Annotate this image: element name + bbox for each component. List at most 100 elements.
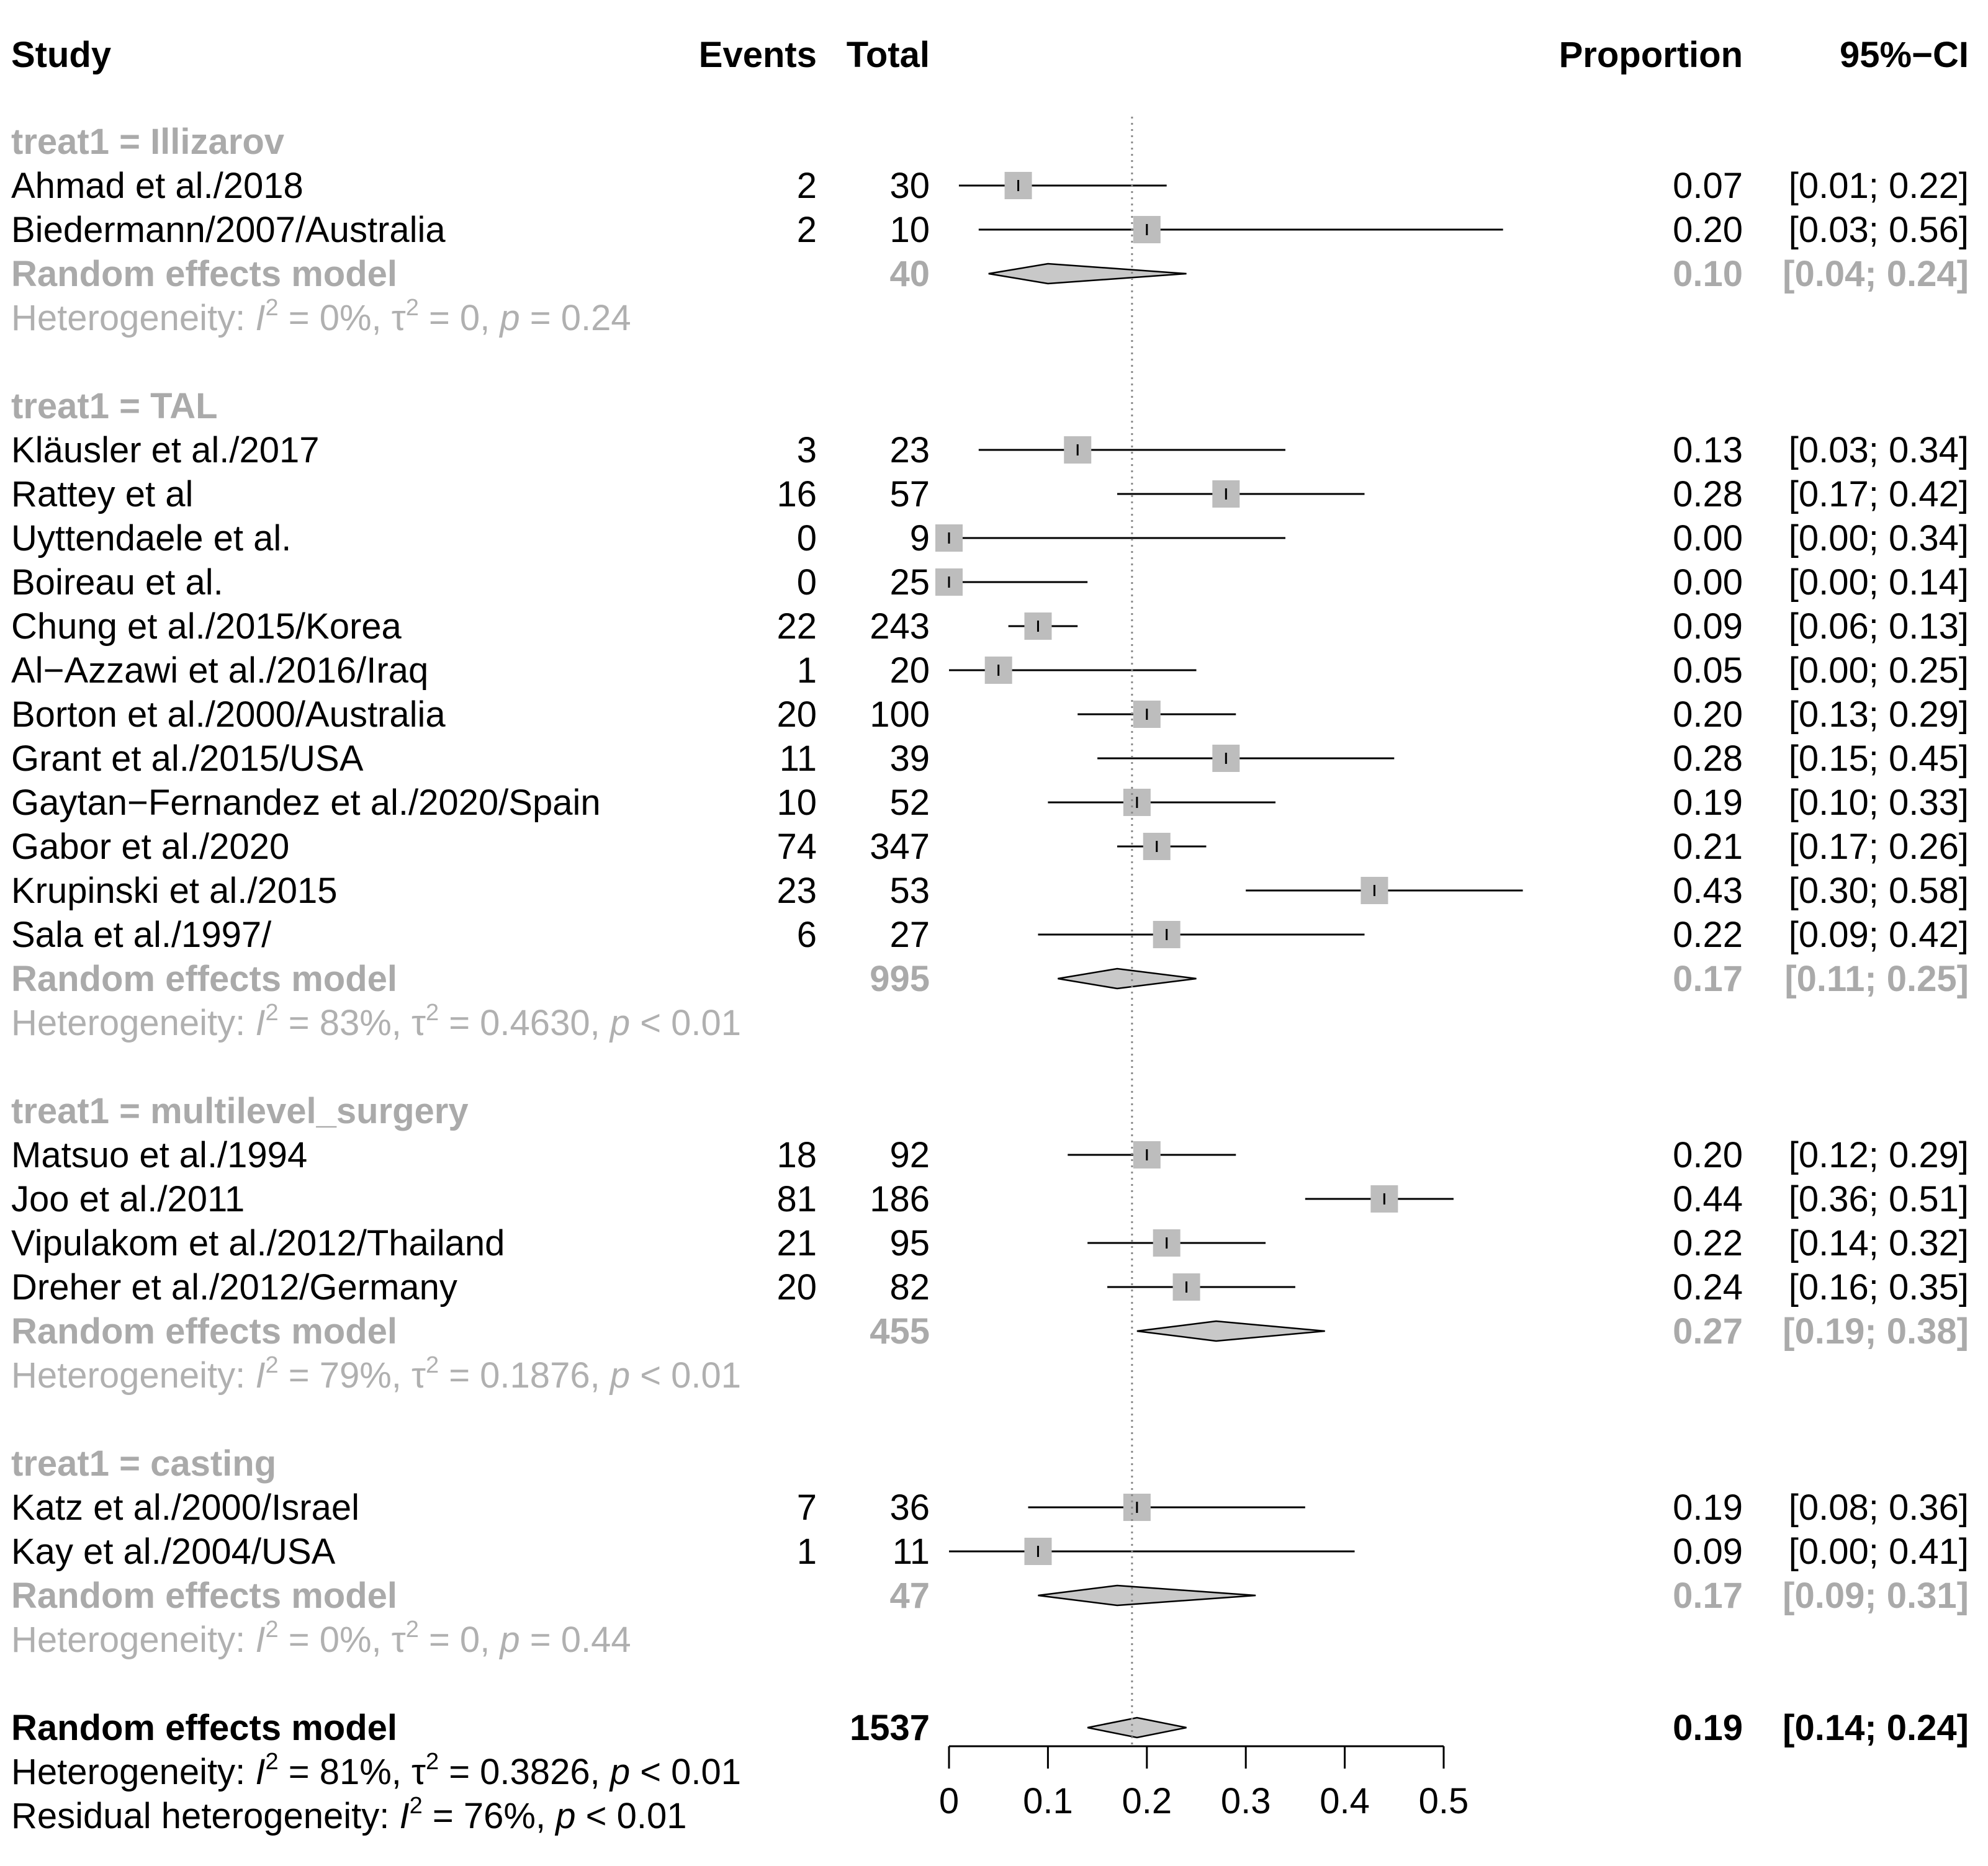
study-total: 95 <box>889 1223 930 1263</box>
study-proportion: 0.13 <box>1673 430 1743 470</box>
study-total: 347 <box>870 827 930 867</box>
study-total: 36 <box>889 1487 930 1528</box>
study-proportion: 0.09 <box>1673 606 1743 647</box>
x-tick-label: 0.1 <box>1023 1781 1073 1821</box>
study-total: 243 <box>870 606 930 647</box>
study-events: 3 <box>797 430 817 470</box>
study-name: Joo et al./2011 <box>11 1179 245 1219</box>
study-events: 6 <box>797 915 817 955</box>
study-name: Al−Azzawi et al./2016/Iraq <box>11 650 428 691</box>
overall-diamond <box>1087 1716 1187 1739</box>
study-total: 27 <box>889 915 930 955</box>
header-total: Total <box>847 35 930 75</box>
study-proportion: 0.24 <box>1673 1267 1743 1308</box>
study-name: Gaytan−Fernandez et al./2020/Spain <box>11 783 601 823</box>
study-events: 81 <box>776 1179 817 1219</box>
study-name: Borton et al./2000/Australia <box>11 694 446 735</box>
group-diamond <box>1136 1320 1325 1342</box>
study-ci: [0.10; 0.33] <box>1789 783 1969 823</box>
group-model-proportion: 0.17 <box>1673 959 1743 999</box>
study-name: Krupinski et al./2015 <box>11 871 338 911</box>
study-events: 1 <box>797 650 817 691</box>
study-events: 22 <box>776 606 817 647</box>
group-label: treat1 = TAL <box>11 386 218 426</box>
study-events: 21 <box>776 1223 817 1263</box>
group-model-label: Random effects model <box>11 959 397 999</box>
study-proportion: 0.20 <box>1673 694 1743 735</box>
study-ci: [0.17; 0.26] <box>1789 827 1969 867</box>
study-ci: [0.15; 0.45] <box>1789 738 1969 779</box>
study-events: 18 <box>776 1135 817 1175</box>
group-model-ci: [0.09; 0.31] <box>1783 1576 1969 1616</box>
study-name: Sala et al./1997/ <box>11 915 272 955</box>
group-diamond <box>1038 1584 1256 1607</box>
group-label: treat1 = casting <box>11 1443 276 1484</box>
study-name: Gabor et al./2020 <box>11 827 289 867</box>
study-total: 52 <box>889 783 930 823</box>
study-ci: [0.00; 0.14] <box>1789 562 1969 603</box>
study-name: Boireau et al. <box>11 562 223 603</box>
study-events: 0 <box>797 518 817 558</box>
study-total: 30 <box>889 166 930 206</box>
study-proportion: 0.22 <box>1673 1223 1743 1263</box>
study-total: 11 <box>893 1532 930 1572</box>
overall-ci: [0.14; 0.24] <box>1783 1708 1969 1748</box>
overall-total: 1537 <box>850 1708 930 1748</box>
group-diamond <box>1058 967 1197 990</box>
group-model-label: Random effects model <box>11 1576 397 1616</box>
group-heterogeneity: Heterogeneity: I2 = 79%, τ2 = 0.1876, p … <box>11 1352 741 1396</box>
study-events: 2 <box>797 166 817 206</box>
study-total: 39 <box>889 738 930 779</box>
study-proportion: 0.00 <box>1673 518 1743 558</box>
study-events: 20 <box>776 694 817 735</box>
study-ci: [0.00; 0.34] <box>1789 518 1969 558</box>
group-heterogeneity: Heterogeneity: I2 = 83%, τ2 = 0.4630, p … <box>11 1000 741 1043</box>
study-proportion: 0.19 <box>1673 1487 1743 1528</box>
study-events: 1 <box>797 1532 817 1572</box>
study-proportion: 0.20 <box>1673 210 1743 250</box>
group-model-total: 995 <box>870 959 930 999</box>
study-ci: [0.03; 0.34] <box>1789 430 1969 470</box>
x-tick-label: 0 <box>939 1781 959 1821</box>
study-total: 25 <box>889 562 930 603</box>
study-proportion: 0.09 <box>1673 1532 1743 1572</box>
study-events: 0 <box>797 562 817 603</box>
study-events: 11 <box>780 738 817 779</box>
study-proportion: 0.28 <box>1673 474 1743 514</box>
study-ci: [0.13; 0.29] <box>1789 694 1969 735</box>
study-name: Ahmad et al./2018 <box>11 166 304 206</box>
group-model-total: 47 <box>889 1576 930 1616</box>
study-name: Biedermann/2007/Australia <box>11 210 446 250</box>
study-name: Uyttendaele et al. <box>11 518 291 558</box>
study-events: 74 <box>776 827 817 867</box>
group-model-proportion: 0.10 <box>1673 254 1743 294</box>
overall-proportion: 0.19 <box>1673 1708 1743 1748</box>
study-total: 53 <box>889 871 930 911</box>
x-tick-label: 0.4 <box>1320 1781 1370 1821</box>
study-total: 82 <box>889 1267 930 1308</box>
group-model-ci: [0.19; 0.38] <box>1783 1311 1969 1352</box>
study-events: 10 <box>776 783 817 823</box>
group-model-label: Random effects model <box>11 1311 397 1352</box>
study-proportion: 0.07 <box>1673 166 1743 206</box>
x-tick-label: 0.3 <box>1221 1781 1271 1821</box>
overall-model-label: Random effects model <box>11 1708 397 1748</box>
study-name: Grant et al./2015/USA <box>11 738 364 779</box>
study-name: Kläusler et al./2017 <box>11 430 320 470</box>
study-ci: [0.16; 0.35] <box>1789 1267 1969 1308</box>
study-ci: [0.30; 0.58] <box>1789 871 1969 911</box>
study-ci: [0.09; 0.42] <box>1789 915 1969 955</box>
study-proportion: 0.44 <box>1673 1179 1743 1219</box>
study-ci: [0.17; 0.42] <box>1789 474 1969 514</box>
group-heterogeneity: Heterogeneity: I2 = 0%, τ2 = 0, p = 0.44 <box>11 1617 631 1660</box>
study-name: Rattey et al <box>11 474 193 514</box>
group-model-total: 40 <box>889 254 930 294</box>
study-ci: [0.36; 0.51] <box>1789 1179 1969 1219</box>
study-ci: [0.12; 0.29] <box>1789 1135 1969 1175</box>
x-tick-label: 0.5 <box>1419 1781 1469 1821</box>
study-ci: [0.08; 0.36] <box>1789 1487 1969 1528</box>
group-diamond <box>988 262 1187 285</box>
study-name: Matsuo et al./1994 <box>11 1135 307 1175</box>
overall-heterogeneity: Heterogeneity: I2 = 81%, τ2 = 0.3826, p … <box>11 1749 741 1792</box>
